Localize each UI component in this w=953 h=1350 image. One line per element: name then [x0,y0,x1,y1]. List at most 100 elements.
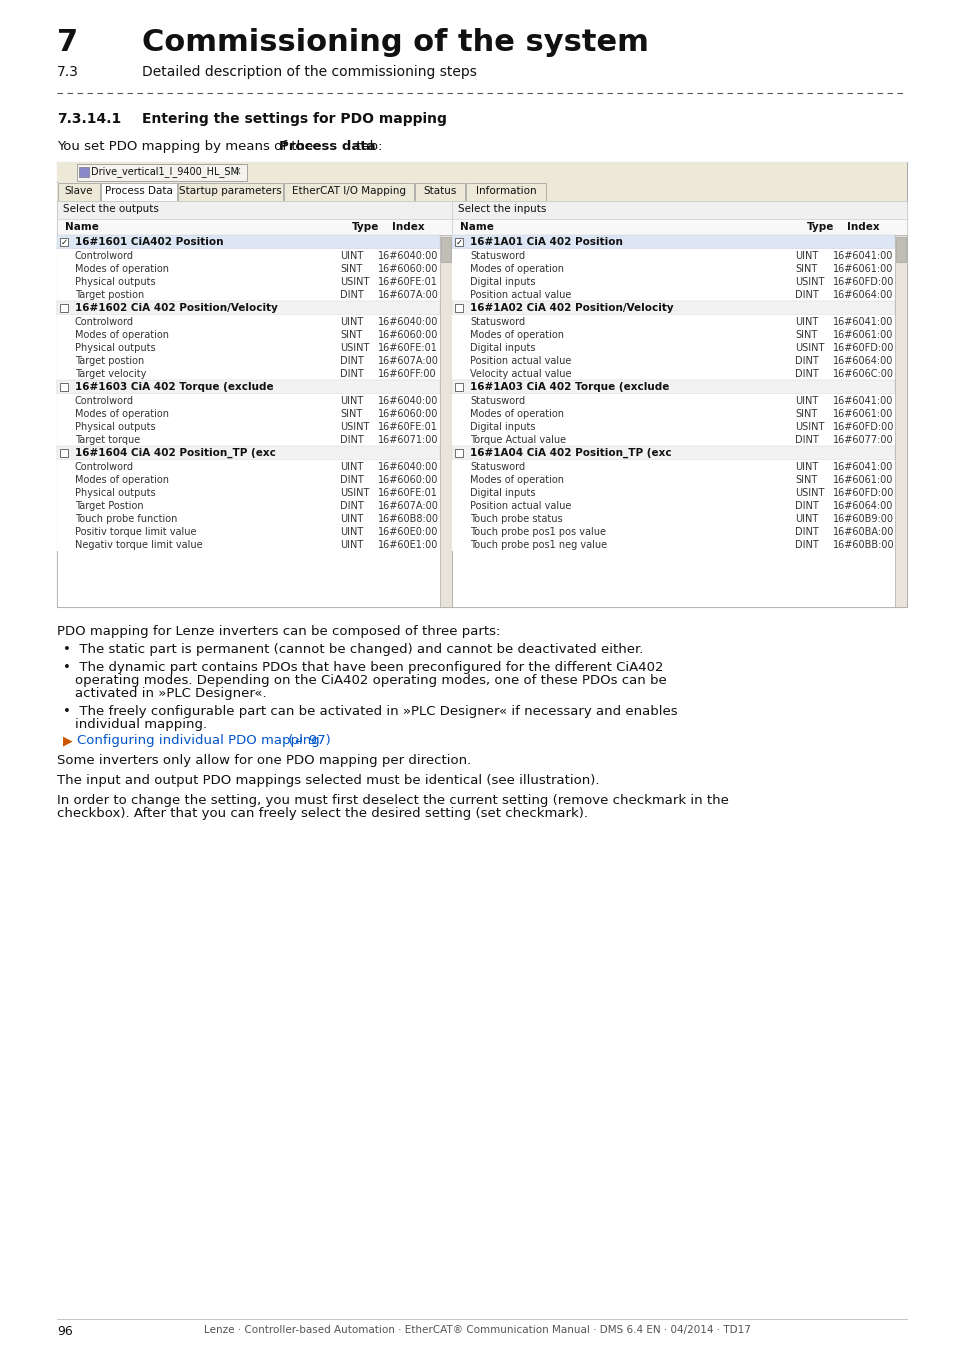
Text: UINT: UINT [794,514,818,524]
Bar [452,201,906,608]
Bar [452,446,894,460]
Bar [452,248,894,262]
Bar [452,460,894,472]
Text: 16#1603 CiA 402 Torque (exclude: 16#1603 CiA 402 Torque (exclude [75,382,274,391]
Text: Name: Name [65,221,99,232]
Bar [452,486,894,500]
Bar [452,275,894,288]
Text: UINT: UINT [339,462,363,472]
Text: Positiv torque limit value: Positiv torque limit value [75,526,196,537]
Bar [439,235,452,608]
Bar [101,184,177,201]
Text: 16#1601 CiA402 Position: 16#1601 CiA402 Position [75,238,223,247]
Text: 16#60FD:00: 16#60FD:00 [832,277,893,288]
Text: Target Postion: Target Postion [75,501,144,512]
Text: Physical outputs: Physical outputs [75,343,155,352]
Text: UINT: UINT [339,251,363,261]
Bar [57,301,439,315]
Text: Detailed description of the commissioning steps: Detailed description of the commissionin… [142,65,476,80]
Text: SINT: SINT [794,475,817,485]
Text: DINT: DINT [339,501,363,512]
Text: 16#6041:00: 16#6041:00 [832,317,892,327]
Text: USINT: USINT [794,487,823,498]
Bar [57,235,439,248]
Text: Touch probe status: Touch probe status [470,514,562,524]
Bar [57,406,439,420]
Bar [57,184,906,201]
Text: PDO mapping for Lenze inverters can be composed of three parts:: PDO mapping for Lenze inverters can be c… [57,625,500,639]
Text: USINT: USINT [339,343,369,352]
Bar [452,394,894,406]
Bar [455,238,462,246]
Text: UINT: UINT [794,462,818,472]
Text: 16#60FE:01: 16#60FE:01 [377,487,437,498]
Text: Touch probe pos1 pos value: Touch probe pos1 pos value [470,526,605,537]
Text: EtherCAT I/O Mapping: EtherCAT I/O Mapping [292,186,406,196]
Text: UINT: UINT [339,396,363,406]
Text: Target postion: Target postion [75,356,144,366]
Text: Position actual value: Position actual value [470,356,571,366]
Bar [57,162,906,182]
Bar [57,219,452,235]
Text: Controlword: Controlword [75,251,133,261]
Text: Startup parameters: Startup parameters [178,186,281,196]
Text: 16#60FF:00: 16#60FF:00 [377,369,436,379]
Bar [178,184,283,201]
Text: Statusword: Statusword [470,251,524,261]
Text: 16#60B8:00: 16#60B8:00 [377,514,438,524]
Text: DINT: DINT [794,435,818,446]
Text: Physical outputs: Physical outputs [75,277,155,288]
Bar [452,288,894,301]
Bar [452,472,894,486]
Bar [57,525,439,539]
Bar [452,219,906,235]
Text: Touch probe pos1 neg value: Touch probe pos1 neg value [470,540,606,549]
Bar [452,235,894,248]
Text: 16#1A03 CiA 402 Torque (exclude: 16#1A03 CiA 402 Torque (exclude [470,382,669,391]
Text: Position actual value: Position actual value [470,290,571,300]
Bar [452,301,894,315]
Text: 16#607A:00: 16#607A:00 [377,501,438,512]
Text: 16#60FE:01: 16#60FE:01 [377,343,437,352]
Text: 16#6077:00: 16#6077:00 [832,435,893,446]
Text: 16#1A02 CiA 402 Position/Velocity: 16#1A02 CiA 402 Position/Velocity [470,302,673,313]
Bar [452,500,894,512]
Bar [452,354,894,367]
Bar [440,238,451,262]
Text: 16#6061:00: 16#6061:00 [832,329,892,340]
Text: (↲ 97): (↲ 97) [284,734,331,747]
Text: 16#6060:00: 16#6060:00 [377,409,438,418]
Text: Digital inputs: Digital inputs [470,277,535,288]
Text: Statusword: Statusword [470,462,524,472]
Bar [57,394,439,406]
Text: SINT: SINT [339,329,362,340]
Text: DINT: DINT [339,369,363,379]
Text: USINT: USINT [794,423,823,432]
Text: Statusword: Statusword [470,396,524,406]
Text: 16#60FD:00: 16#60FD:00 [832,423,893,432]
Text: SINT: SINT [339,409,362,418]
Text: The input and output PDO mappings selected must be identical (see illustration).: The input and output PDO mappings select… [57,774,598,787]
Text: 16#6064:00: 16#6064:00 [832,356,892,366]
Text: ✓: ✓ [456,238,462,247]
Text: 16#6061:00: 16#6061:00 [832,409,892,418]
Bar [452,420,894,433]
Text: Digital inputs: Digital inputs [470,423,535,432]
Bar [57,472,439,486]
Bar [452,342,894,354]
Text: 16#6061:00: 16#6061:00 [832,265,892,274]
Text: tab:: tab: [352,140,382,153]
Bar [57,201,452,219]
Bar [57,379,439,394]
Text: USINT: USINT [794,343,823,352]
Text: DINT: DINT [794,356,818,366]
Text: •  The freely configurable part can be activated in »PLC Designer« if necessary : • The freely configurable part can be ac… [63,705,677,718]
Bar [57,500,439,512]
Bar [58,184,100,201]
Text: UINT: UINT [794,317,818,327]
Bar [57,367,439,379]
Text: Modes of operation: Modes of operation [75,475,169,485]
Text: UINT: UINT [339,317,363,327]
Bar [452,512,894,525]
Bar [57,512,439,525]
